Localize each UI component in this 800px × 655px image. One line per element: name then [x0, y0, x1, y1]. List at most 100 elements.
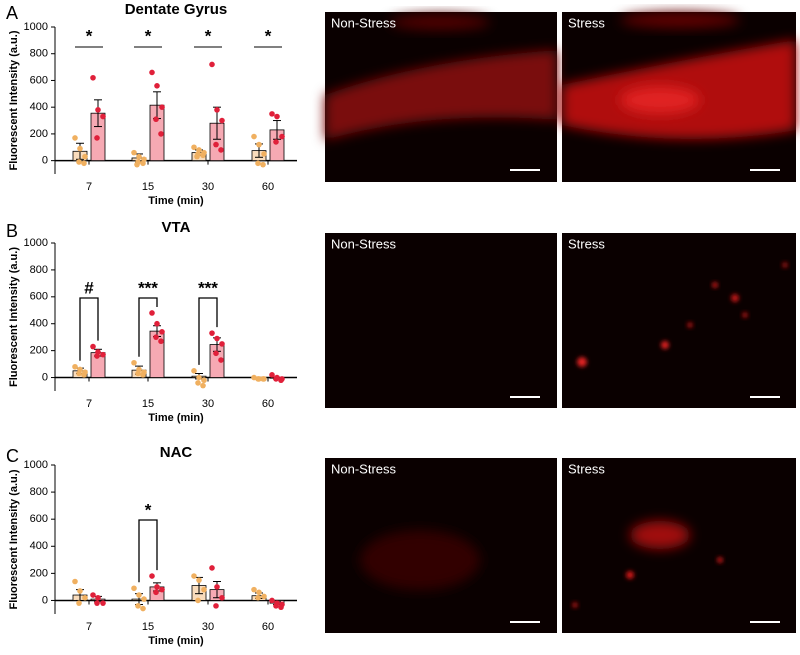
data-point	[209, 61, 215, 68]
data-point	[261, 593, 267, 600]
data-point	[153, 334, 159, 340]
data-point	[140, 372, 146, 378]
x-tick-label: 15	[142, 181, 154, 193]
data-point	[214, 335, 220, 342]
x-tick-label: 30	[202, 181, 214, 193]
data-point	[76, 600, 82, 606]
image-label: Non-Stress	[331, 236, 397, 251]
x-tick-label: 15	[142, 621, 154, 633]
y-tick-label: 0	[42, 155, 48, 167]
chart-title: NAC	[160, 444, 193, 461]
data-point	[278, 604, 284, 611]
data-point	[100, 113, 106, 120]
significance-label: *	[86, 26, 93, 45]
y-tick-label: 800	[30, 264, 48, 276]
y-tick-label: 400	[30, 318, 48, 330]
data-point	[273, 603, 279, 609]
data-point	[196, 577, 202, 583]
data-point	[256, 141, 262, 148]
data-point	[95, 107, 101, 113]
data-point	[196, 374, 202, 381]
data-point	[81, 160, 87, 167]
chart-title: VTA	[162, 219, 191, 236]
data-point	[219, 341, 225, 347]
y-tick-label: 800	[30, 48, 48, 60]
images-C	[325, 458, 796, 633]
data-point	[100, 351, 106, 358]
data-point	[82, 153, 88, 160]
data-point	[213, 141, 219, 148]
data-point	[82, 594, 88, 601]
data-point	[154, 83, 160, 89]
data-point	[131, 149, 137, 156]
data-point	[273, 139, 279, 145]
data-point	[153, 116, 159, 123]
data-point	[200, 382, 206, 389]
y-axis-label: Fluorescent Intensity (a.u.)	[8, 469, 20, 609]
data-point	[94, 600, 100, 606]
x-tick-label: 7	[86, 621, 92, 633]
data-point	[191, 144, 197, 151]
x-tick-label: 30	[202, 398, 214, 410]
data-point	[100, 600, 106, 606]
significance-label: *	[265, 26, 272, 45]
significance-label: *	[145, 500, 152, 519]
images-B	[325, 233, 796, 408]
y-tick-label: 600	[30, 291, 48, 303]
y-tick-label: 200	[30, 128, 48, 140]
significance-label: #	[84, 278, 94, 297]
data-point	[260, 376, 266, 382]
y-axis-label: Fluorescent Intensity (a.u.)	[8, 247, 20, 387]
images-A	[325, 12, 796, 182]
x-axis-label: Time (min)	[148, 195, 204, 207]
data-point	[149, 310, 155, 316]
data-point	[90, 343, 96, 350]
data-point	[278, 377, 284, 384]
significance-bracket	[138, 519, 158, 583]
x-tick-label: 30	[202, 621, 214, 633]
data-point	[251, 586, 257, 593]
data-point	[158, 338, 164, 345]
data-point	[77, 588, 83, 594]
panel-letter: A	[6, 3, 18, 23]
data-point	[72, 363, 78, 370]
y-axis-label: Fluorescent Intensity (a.u.)	[8, 30, 20, 170]
y-tick-label: 1000	[24, 459, 48, 471]
image-label: Stress	[568, 236, 605, 251]
data-point	[269, 597, 275, 604]
data-point	[136, 592, 142, 598]
y-tick-label: 400	[30, 540, 48, 552]
data-point	[195, 380, 201, 386]
y-tick-label: 1000	[24, 237, 48, 249]
data-point	[191, 368, 197, 374]
data-point	[269, 372, 275, 378]
x-axis-label: Time (min)	[148, 412, 204, 424]
data-point	[255, 376, 261, 382]
data-point	[200, 152, 206, 159]
panel-letter: C	[6, 446, 19, 466]
y-tick-label: 600	[30, 513, 48, 525]
panel-letter: B	[6, 221, 18, 241]
data-point	[219, 117, 225, 124]
image-label: Non-Stress	[331, 15, 397, 30]
image-label: Stress	[568, 15, 605, 30]
data-point	[154, 584, 160, 590]
data-point	[154, 320, 160, 327]
data-point	[213, 603, 219, 609]
significance-label: *	[205, 26, 212, 45]
data-point	[269, 111, 275, 117]
significance-label: ***	[198, 278, 218, 297]
data-point	[149, 573, 155, 579]
x-tick-label: 7	[86, 181, 92, 193]
data-point	[213, 350, 219, 357]
x-tick-label: 60	[262, 181, 274, 193]
x-axis-label: Time (min)	[148, 635, 204, 647]
image-label: Stress	[568, 461, 605, 476]
data-point	[273, 376, 279, 382]
significance-bracket	[138, 297, 158, 357]
data-point	[214, 107, 220, 113]
data-point	[140, 160, 146, 167]
data-point	[135, 603, 141, 609]
data-point	[72, 578, 78, 585]
